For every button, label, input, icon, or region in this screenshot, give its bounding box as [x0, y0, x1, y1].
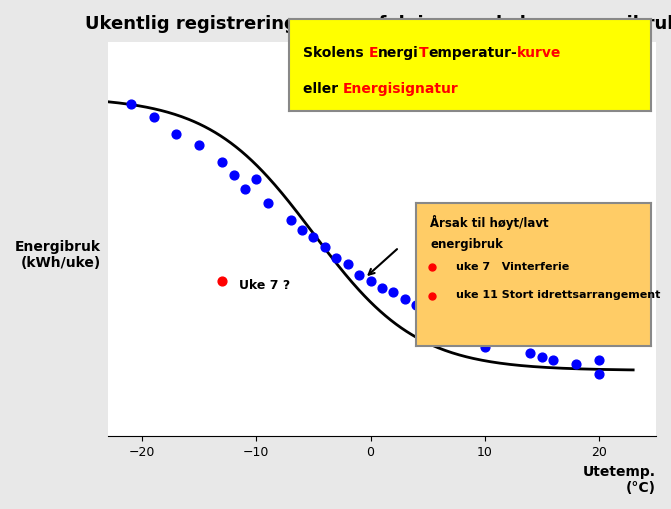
Text: Uke 7 ?: Uke 7 ? — [240, 279, 291, 292]
Text: uke 11 Stort idrettsarrangement: uke 11 Stort idrettsarrangement — [456, 289, 660, 299]
Point — [331, 254, 342, 262]
Point — [308, 234, 319, 242]
Point — [456, 329, 467, 337]
Point — [319, 244, 330, 252]
Point — [388, 288, 399, 296]
Point — [217, 158, 227, 166]
Point — [285, 216, 296, 224]
Text: Energisignatur: Energisignatur — [343, 82, 459, 96]
Y-axis label: Energibruk
(kWh/uke): Energibruk (kWh/uke) — [15, 239, 101, 269]
Text: Årsak til høyt/lavt: Årsak til høyt/lavt — [430, 215, 549, 230]
Point — [594, 370, 605, 378]
Point — [422, 312, 433, 320]
Point — [399, 295, 410, 303]
X-axis label: Utetemp.
(°C): Utetemp. (°C) — [583, 464, 656, 494]
Text: energibruk: energibruk — [430, 238, 503, 251]
Point — [376, 285, 387, 293]
Text: Uke 11?: Uke 11? — [442, 221, 497, 234]
Point — [217, 278, 227, 286]
Point — [525, 350, 535, 358]
Point — [594, 356, 605, 364]
Point — [125, 100, 136, 108]
Point — [240, 186, 250, 194]
Point — [422, 227, 433, 235]
Text: kurve: kurve — [517, 45, 562, 60]
Point — [548, 356, 559, 364]
Point — [148, 114, 159, 122]
Point — [468, 336, 478, 344]
Point — [571, 360, 582, 368]
Text: emperatur-: emperatur- — [428, 45, 517, 60]
Text: eller: eller — [303, 82, 343, 96]
Point — [354, 271, 364, 279]
Point — [411, 302, 421, 310]
Title: Ukentlig registrering  og oppfølging av skolens energibruk: Ukentlig registrering og oppfølging av s… — [85, 15, 671, 33]
Text: T: T — [419, 45, 428, 60]
Text: nergi: nergi — [378, 45, 419, 60]
Text: E: E — [368, 45, 378, 60]
Point — [171, 131, 182, 139]
Point — [342, 261, 353, 269]
Point — [228, 172, 239, 180]
Point — [365, 278, 376, 286]
Point — [297, 227, 307, 235]
Point — [479, 343, 490, 351]
Point — [251, 176, 262, 184]
Text: Skolens: Skolens — [303, 45, 368, 60]
Point — [536, 353, 547, 361]
Point — [262, 200, 273, 208]
Point — [194, 141, 205, 149]
Text: uke 7   Vinterferie: uke 7 Vinterferie — [456, 261, 569, 271]
